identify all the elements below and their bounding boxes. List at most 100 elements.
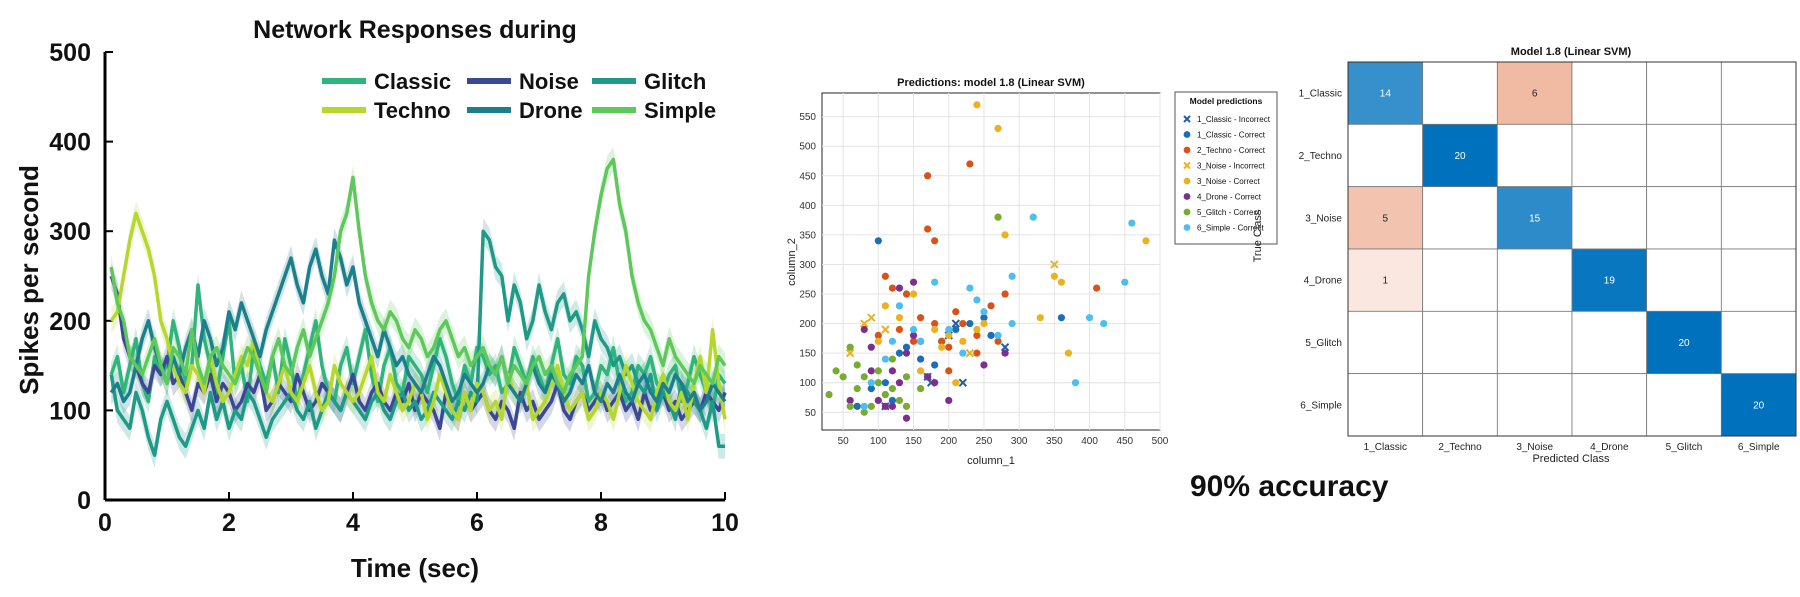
scatter-point xyxy=(994,331,1002,340)
scatter-point xyxy=(1071,379,1080,387)
scatter-point xyxy=(853,361,861,369)
y-tick-label: 100 xyxy=(799,378,816,389)
scatter-point xyxy=(909,337,918,345)
x-tick-label: 4 xyxy=(346,509,360,537)
scatter-point xyxy=(860,402,868,410)
legend-marker xyxy=(1183,193,1191,200)
scatter-point xyxy=(846,402,854,410)
scatter-point-x xyxy=(958,378,968,387)
x-tick-label: 350 xyxy=(1046,436,1063,447)
scatter-point xyxy=(959,319,967,328)
line-chart-axes: 0 100 200 300 400 500 0 2 4 6 8 10 xyxy=(49,39,739,537)
x-tick-label: 150 xyxy=(905,436,922,447)
row-label: 1_Classic xyxy=(1299,89,1342,100)
matrix-cell-value: 14 xyxy=(1380,89,1392,100)
scatter-point xyxy=(966,319,974,328)
y-tick-label: 250 xyxy=(799,290,816,301)
col-label: 4_Drone xyxy=(1590,442,1629,453)
matrix-cell xyxy=(1646,186,1722,250)
matrix-cell xyxy=(1422,61,1498,125)
scatter-point xyxy=(973,325,981,334)
matrix-cell xyxy=(1496,61,1573,125)
y-tick-label: 500 xyxy=(49,39,91,67)
matrix-cell xyxy=(1347,248,1424,312)
matrix-cell xyxy=(1347,310,1424,375)
scatter-point xyxy=(1001,290,1009,298)
scatter-point xyxy=(973,331,981,340)
x-tick-label: 10 xyxy=(711,509,739,537)
legend-marker xyxy=(1183,177,1191,185)
matrix-cell xyxy=(1720,61,1797,125)
x-tick-label: 2 xyxy=(222,509,236,537)
legend-label: 5_Glitch - Correct xyxy=(1197,208,1260,217)
y-tick-label: 200 xyxy=(49,308,91,336)
scatter-point xyxy=(931,361,939,369)
y-tick-label: 400 xyxy=(49,129,91,157)
scatter-point xyxy=(874,367,882,375)
y-tick-label: 400 xyxy=(799,201,816,212)
scatter-point xyxy=(966,160,974,168)
matrix-cell xyxy=(1347,373,1424,437)
matrix-cell xyxy=(1646,248,1722,312)
confusion-matrix-ylabel: True Class xyxy=(1252,209,1264,262)
scatter-point xyxy=(987,331,995,340)
x-tick-label: 8 xyxy=(594,509,608,537)
y-tick-label: 350 xyxy=(799,230,816,241)
scatter-point xyxy=(902,373,911,381)
legend-marker-x xyxy=(1183,161,1191,170)
col-label: 3_Noise xyxy=(1516,442,1553,453)
scatter-point xyxy=(881,355,889,363)
scatter-point xyxy=(867,367,875,375)
row-label: 2_Techno xyxy=(1299,151,1343,162)
scatter-point xyxy=(916,385,925,393)
scatter-point xyxy=(909,290,918,298)
x-tick-label: 400 xyxy=(1081,436,1098,447)
scatter-point xyxy=(945,331,953,340)
matrix-cell-value: 1 xyxy=(1383,276,1389,287)
scatter-point xyxy=(931,319,939,328)
scatter-point xyxy=(867,343,875,351)
row-label: 5_Glitch xyxy=(1305,338,1342,349)
legend-marker xyxy=(1183,208,1191,216)
x-tick-label: 200 xyxy=(940,436,957,447)
scatter-point xyxy=(902,414,911,422)
matrix-cell xyxy=(1571,310,1648,375)
y-tick-label: 0 xyxy=(77,487,91,515)
col-label: 6_Simple xyxy=(1738,442,1780,453)
scatter-point-x xyxy=(881,325,890,334)
matrix-cell xyxy=(1571,186,1648,250)
scatter-point xyxy=(888,337,897,345)
scatter-point xyxy=(867,385,875,393)
matrix-cell xyxy=(1496,310,1573,375)
scatter-point xyxy=(888,284,897,292)
legend-label: 4_Drone - Correct xyxy=(1197,193,1262,202)
scatter-point xyxy=(888,402,897,410)
x-tick-label: 0 xyxy=(98,509,112,537)
matrix-cell xyxy=(1496,373,1573,437)
row-label: 4_Drone xyxy=(1304,276,1343,287)
matrix-cell xyxy=(1496,248,1573,312)
scatter-point xyxy=(1057,314,1066,322)
series-line-classic xyxy=(109,283,727,413)
scatter-point xyxy=(888,396,897,405)
scatter-point xyxy=(881,402,889,410)
col-label: 1_Classic xyxy=(1364,442,1407,453)
scatter-point xyxy=(874,379,882,387)
scatter-point xyxy=(874,331,882,340)
scatter-point xyxy=(1036,314,1044,322)
legend-label: 6_Simple - Correct xyxy=(1197,224,1264,233)
scatter-point xyxy=(945,367,953,375)
legend-label-simple: Simple xyxy=(644,98,716,123)
matrix-cell xyxy=(1347,123,1424,188)
y-tick-label: 200 xyxy=(799,319,816,330)
scatter-point-x xyxy=(1050,260,1059,269)
x-tick-label: 300 xyxy=(1011,436,1028,447)
scatter-point xyxy=(895,302,904,310)
y-tick-label: 550 xyxy=(799,112,816,123)
legend-marker xyxy=(1183,131,1191,138)
legend-box xyxy=(1174,91,1278,245)
scatter-ylabel: column_2 xyxy=(786,238,798,286)
scatter-point xyxy=(1057,278,1066,286)
matrix-cell xyxy=(1347,186,1424,250)
scatter-point xyxy=(881,302,889,310)
